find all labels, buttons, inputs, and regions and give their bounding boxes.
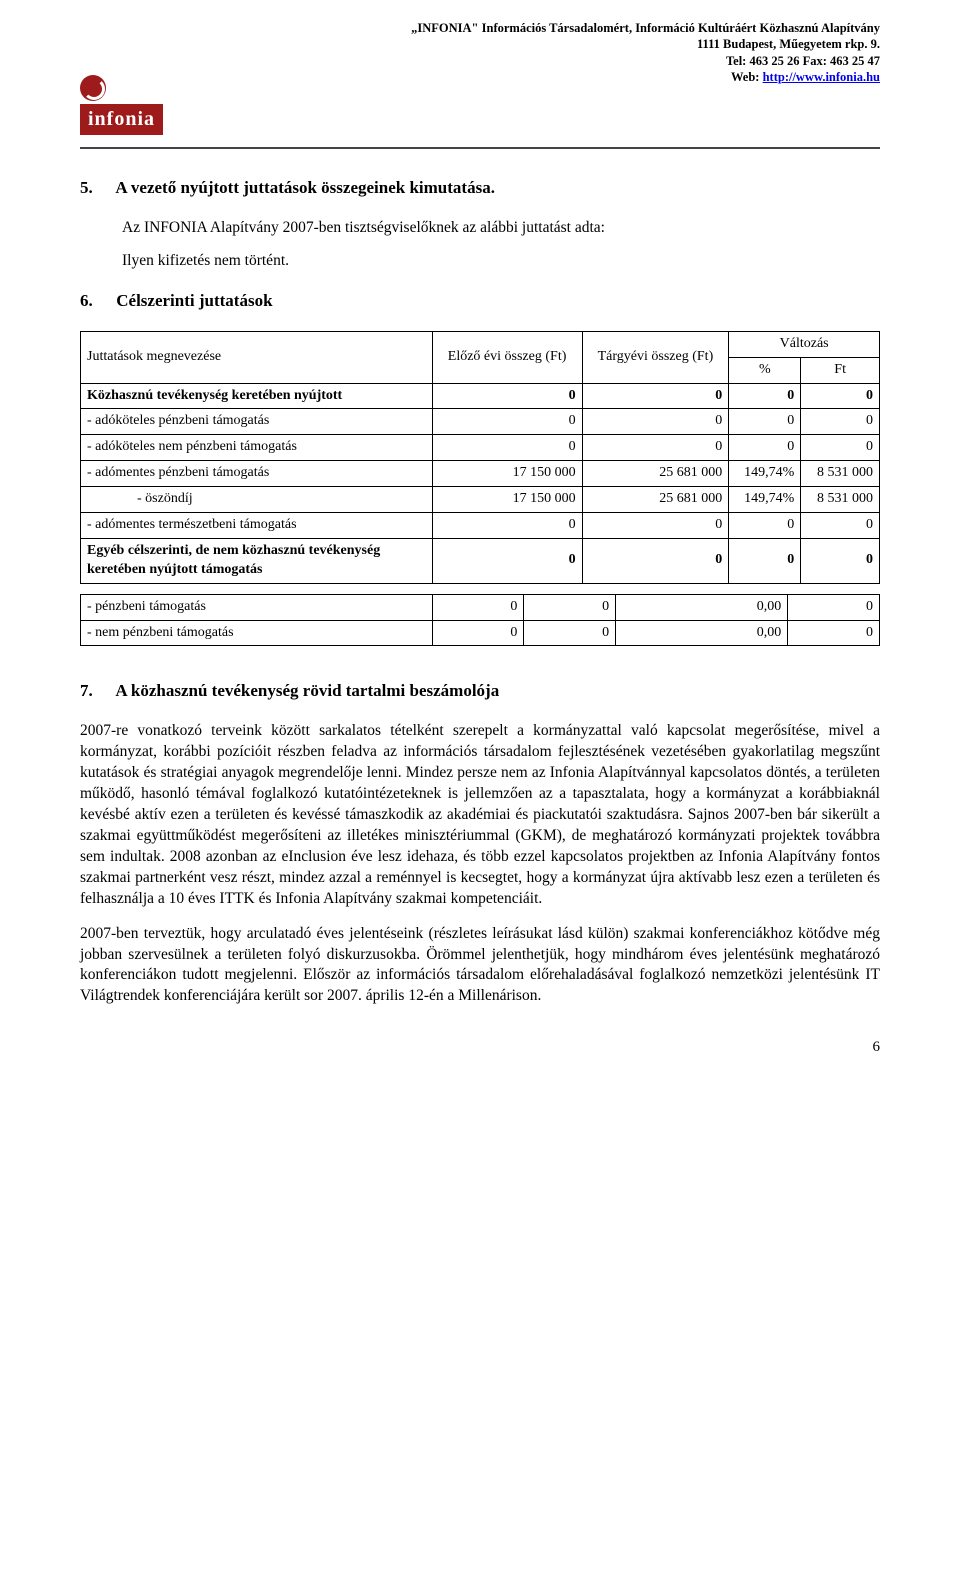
row-label: - adómentes természetbeni támogatás: [81, 512, 433, 538]
row-label: - adómentes pénzbeni támogatás: [81, 461, 433, 487]
row-value: 0: [582, 409, 729, 435]
th-name: Juttatások megnevezése: [81, 331, 433, 383]
table-row: - adómentes pénzbeni támogatás17 150 000…: [81, 461, 880, 487]
section-6-title: Célszerinti juttatások: [116, 291, 272, 310]
document-header: infonia „INFONIA" Információs Társadalom…: [80, 20, 880, 135]
th-change-pct: %: [729, 357, 801, 383]
row-value: 8 531 000: [801, 461, 880, 487]
row-value: 25 681 000: [582, 487, 729, 513]
th-prev: Előző évi összeg (Ft): [432, 331, 582, 383]
org-web: Web: http://www.infonia.hu: [411, 69, 880, 85]
row-label: Egyéb célszerinti, de nem közhasznú tevé…: [81, 538, 433, 583]
allowances-table: Juttatások megnevezése Előző évi összeg …: [80, 331, 880, 584]
row-label: - nem pénzbeni támogatás: [81, 620, 433, 646]
web-label: Web:: [731, 70, 763, 84]
header-rule: [80, 147, 880, 149]
row-value: 0: [432, 383, 582, 409]
row-value: 0: [432, 594, 524, 620]
row-label: - öszöndíj: [81, 487, 433, 513]
org-phone: Tel: 463 25 26 Fax: 463 25 47: [411, 53, 880, 69]
section-6-heading: 6. Célszerinti juttatások: [80, 290, 880, 313]
logo-text: infonia: [80, 104, 163, 135]
table-row: - pénzbeni támogatás000,000: [81, 594, 880, 620]
row-value: 0: [729, 383, 801, 409]
page-number: 6: [80, 1037, 880, 1057]
row-value: 0: [801, 435, 880, 461]
row-value: 0: [432, 435, 582, 461]
row-value: 8 531 000: [801, 487, 880, 513]
row-value: 25 681 000: [582, 461, 729, 487]
row-value: 0: [524, 620, 616, 646]
section-5-p1: Az INFONIA Alapítvány 2007-ben tisztségv…: [122, 218, 880, 239]
table-row: - adóköteles nem pénzbeni támogatás0000: [81, 435, 880, 461]
row-value: 0: [801, 409, 880, 435]
org-address: 1111 Budapest, Műegyetem rkp. 9.: [411, 36, 880, 52]
section-7-num: 7.: [80, 680, 112, 703]
table-row: - adómentes természetbeni támogatás0000: [81, 512, 880, 538]
row-value: 0: [582, 435, 729, 461]
table-row: - öszöndíj17 150 00025 681 000149,74%8 5…: [81, 487, 880, 513]
row-value: 0: [729, 409, 801, 435]
allowances-table-2: - pénzbeni támogatás000,000- nem pénzben…: [80, 594, 880, 647]
section-7-p2: 2007-ben terveztük, hogy arculatadó éves…: [80, 924, 880, 1008]
table-row: Egyéb célszerinti, de nem közhasznú tevé…: [81, 538, 880, 583]
row-value: 0: [432, 538, 582, 583]
table-header-row: Juttatások megnevezése Előző évi összeg …: [81, 331, 880, 357]
table-row: - nem pénzbeni támogatás000,000: [81, 620, 880, 646]
row-value: 0,00: [616, 620, 788, 646]
row-value: 0: [788, 594, 880, 620]
row-value: 0: [801, 538, 880, 583]
row-value: 0: [729, 512, 801, 538]
row-value: 0: [729, 538, 801, 583]
row-label: - adóköteles pénzbeni támogatás: [81, 409, 433, 435]
row-value: 0: [801, 383, 880, 409]
row-value: 149,74%: [729, 487, 801, 513]
row-value: 0: [788, 620, 880, 646]
section-7-p1: 2007-re vonatkozó terveink között sarkal…: [80, 721, 880, 909]
section-7-title: A közhasznú tevékenység rövid tartalmi b…: [115, 681, 499, 700]
th-change: Változás: [729, 331, 880, 357]
table-row: Közhasznú tevékenység keretében nyújtott…: [81, 383, 880, 409]
row-value: 0: [432, 409, 582, 435]
section-5-num: 5.: [80, 177, 112, 200]
row-label: Közhasznú tevékenység keretében nyújtott: [81, 383, 433, 409]
row-value: 0: [432, 512, 582, 538]
row-value: 0: [582, 512, 729, 538]
row-value: 0: [729, 435, 801, 461]
header-contact-block: „INFONIA" Információs Társadalomért, Inf…: [411, 20, 880, 85]
section-5-title: A vezető nyújtott juttatások összegeinek…: [115, 178, 495, 197]
logo-mark-icon: [80, 75, 106, 101]
section-6-num: 6.: [80, 290, 112, 313]
row-value: 0: [432, 620, 524, 646]
section-5-p2: Ilyen kifizetés nem történt.: [122, 251, 880, 272]
section-5-heading: 5. A vezető nyújtott juttatások összegei…: [80, 177, 880, 200]
table-row: - adóköteles pénzbeni támogatás0000: [81, 409, 880, 435]
row-label: - adóköteles nem pénzbeni támogatás: [81, 435, 433, 461]
row-value: 0: [801, 512, 880, 538]
row-value: 149,74%: [729, 461, 801, 487]
th-curr: Tárgyévi összeg (Ft): [582, 331, 729, 383]
org-name: „INFONIA" Információs Társadalomért, Inf…: [411, 20, 880, 36]
row-value: 0,00: [616, 594, 788, 620]
row-value: 0: [524, 594, 616, 620]
section-7-heading: 7. A közhasznú tevékenység rövid tartalm…: [80, 680, 880, 703]
web-link[interactable]: http://www.infonia.hu: [763, 70, 880, 84]
row-value: 0: [582, 383, 729, 409]
row-value: 17 150 000: [432, 487, 582, 513]
th-change-ft: Ft: [801, 357, 880, 383]
logo: infonia: [80, 75, 200, 135]
row-value: 0: [582, 538, 729, 583]
row-value: 17 150 000: [432, 461, 582, 487]
row-label: - pénzbeni támogatás: [81, 594, 433, 620]
